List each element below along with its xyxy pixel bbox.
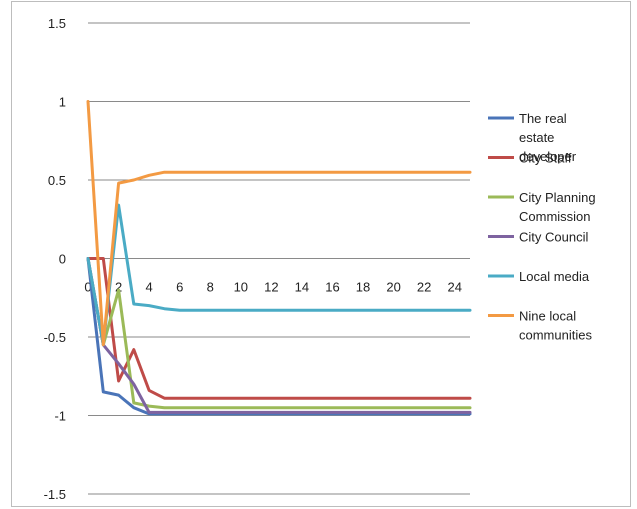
series-line-3 bbox=[86, 257, 472, 414]
x-tick-label: 14 bbox=[295, 280, 309, 295]
y-axis-tick-labels: 1.5 1 0.5 0 -0.5 -1 -1.5 bbox=[44, 16, 66, 502]
series-line-2 bbox=[86, 257, 472, 410]
x-tick-label: 0 bbox=[84, 280, 91, 295]
x-tick-label: 4 bbox=[146, 280, 153, 295]
series-line-4 bbox=[86, 203, 472, 347]
x-tick-label: 18 bbox=[356, 280, 370, 295]
x-tick-label: 12 bbox=[264, 280, 278, 295]
y-tick-label: -1 bbox=[54, 409, 66, 424]
legend-label-5: Nine local communities bbox=[519, 309, 592, 343]
series-lines bbox=[86, 100, 472, 416]
x-tick-label: 2 bbox=[115, 280, 122, 295]
legend-label-1: City Staff bbox=[519, 151, 572, 166]
series-line-1 bbox=[86, 257, 472, 400]
y-tick-label: 1 bbox=[59, 95, 66, 110]
legend-label-4: Local media bbox=[519, 269, 590, 284]
x-tick-label: 16 bbox=[325, 280, 339, 295]
x-tick-label: 6 bbox=[176, 280, 183, 295]
chart-frame bbox=[11, 1, 631, 507]
y-tick-label: -0.5 bbox=[44, 330, 66, 345]
y-tick-label: 1.5 bbox=[48, 16, 66, 31]
x-tick-label: 8 bbox=[207, 280, 214, 295]
y-tick-label: -1.5 bbox=[44, 487, 66, 502]
x-tick-label: 10 bbox=[234, 280, 248, 295]
legend-label-3: City Council bbox=[519, 230, 588, 245]
x-axis-tick-labels: 0 2 4 6 8 10 12 14 16 18 20 22 24 bbox=[84, 280, 462, 295]
y-tick-label: 0 bbox=[59, 252, 66, 267]
y-tick-label: 0.5 bbox=[48, 173, 66, 188]
series-line-5 bbox=[86, 100, 472, 347]
x-tick-label: 24 bbox=[447, 280, 461, 295]
x-tick-label: 20 bbox=[386, 280, 400, 295]
legend-label-0: The real estate developer bbox=[519, 111, 577, 164]
x-tick-label: 22 bbox=[417, 280, 431, 295]
gridlines bbox=[88, 22, 470, 495]
legend-label-2: City Planning Commission bbox=[519, 190, 596, 224]
